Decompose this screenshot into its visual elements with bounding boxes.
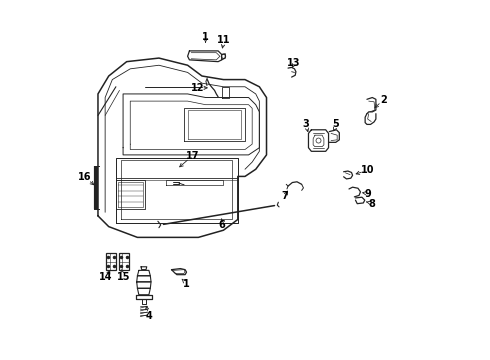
Text: 6: 6 — [219, 220, 225, 230]
Text: 14: 14 — [99, 272, 113, 282]
Text: 16: 16 — [78, 172, 92, 183]
Bar — [106, 253, 116, 270]
Text: 15: 15 — [118, 272, 131, 282]
Text: 3: 3 — [303, 119, 309, 129]
Bar — [119, 253, 129, 270]
Text: 12: 12 — [191, 83, 204, 93]
Text: 7: 7 — [282, 191, 289, 201]
Text: 10: 10 — [361, 165, 375, 175]
Text: 1: 1 — [202, 32, 209, 41]
Text: 2: 2 — [380, 95, 387, 105]
Text: 5: 5 — [332, 120, 339, 129]
Text: 9: 9 — [365, 189, 372, 199]
Text: 13: 13 — [287, 58, 301, 68]
Text: 1: 1 — [182, 279, 189, 289]
Text: 11: 11 — [217, 35, 230, 45]
Text: 4: 4 — [146, 311, 152, 321]
Text: 17: 17 — [186, 151, 200, 161]
Text: 8: 8 — [368, 199, 375, 209]
